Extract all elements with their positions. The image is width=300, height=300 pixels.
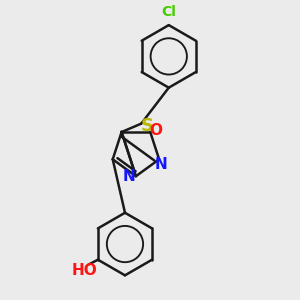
Text: Cl: Cl (161, 5, 176, 20)
Text: HO: HO (71, 262, 97, 278)
Text: N: N (123, 169, 135, 184)
Text: S: S (140, 117, 153, 135)
Text: N: N (154, 158, 167, 172)
Text: O: O (149, 123, 162, 138)
